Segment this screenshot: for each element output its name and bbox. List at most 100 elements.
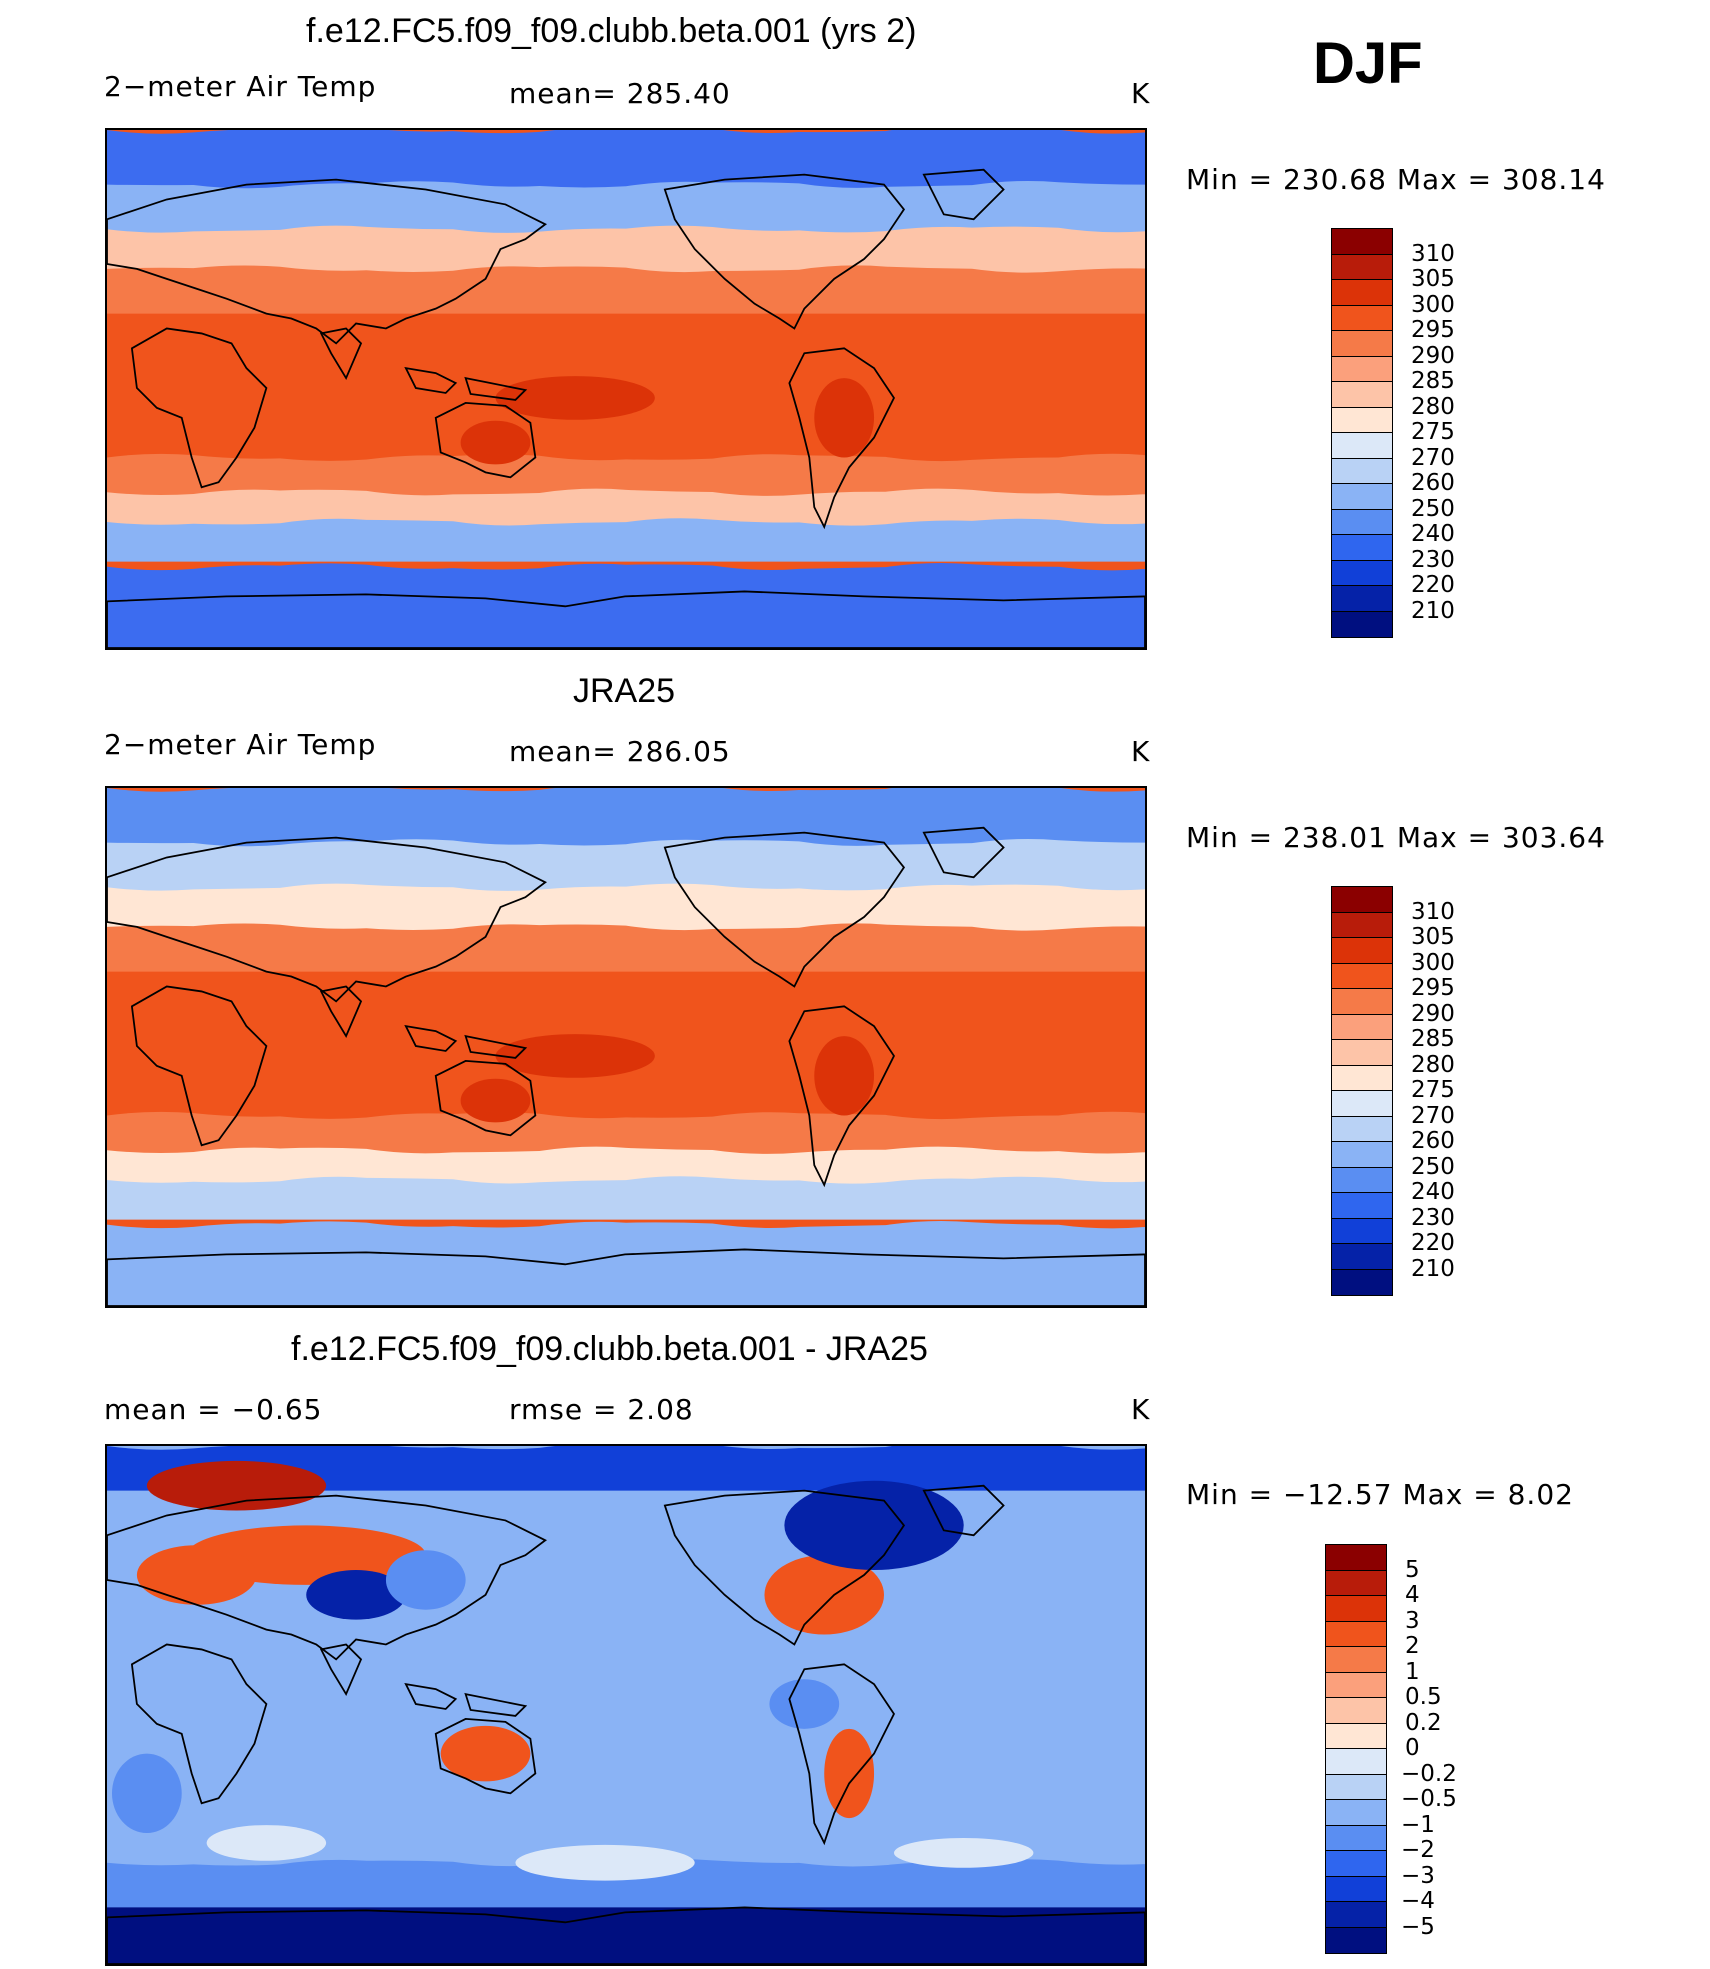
anomaly-region — [893, 1837, 1034, 1868]
coastline — [788, 347, 896, 530]
coastline — [319, 985, 363, 1039]
coastline — [434, 401, 537, 479]
colorbar-swatch — [1331, 911, 1393, 939]
colorbar-swatch — [1325, 1671, 1387, 1699]
colorbar-swatch — [1331, 886, 1393, 913]
colorbar-swatch — [1331, 962, 1393, 990]
colorbar-tick-label: 295 — [1411, 317, 1455, 343]
anomaly-region — [764, 1555, 885, 1635]
colorbar-tick-label: 5 — [1405, 1556, 1420, 1583]
colorbar-tick-label: 280 — [1411, 393, 1455, 420]
coastline — [464, 1034, 528, 1059]
colorbar-tick-label: 250 — [1411, 495, 1455, 522]
colorbar-tick-label: −0.2 — [1401, 1760, 1457, 1787]
southern-midlatitude-band — [107, 1146, 1145, 1185]
antarctic-band — [107, 1898, 1145, 1964]
colorbar-swatch — [1331, 508, 1393, 536]
panel-title: JRA25 — [573, 672, 676, 710]
colorbar-swatch — [1331, 937, 1393, 964]
colorbar-swatch — [1331, 1268, 1393, 1296]
colorbar-swatch — [1331, 330, 1393, 357]
colorbar-swatch — [1331, 1039, 1393, 1066]
coastline — [130, 1643, 268, 1805]
colorbar-swatch — [1331, 1217, 1393, 1245]
coastline — [663, 173, 906, 330]
coastline — [404, 1024, 458, 1052]
subpolar-band — [107, 180, 1145, 235]
colorbar-swatch — [1331, 1115, 1393, 1143]
colorbar-tick-label: 290 — [1411, 342, 1455, 369]
colorbar-tick-label: 295 — [1411, 975, 1455, 1001]
colorbar-tick-label: 220 — [1411, 572, 1455, 598]
rmse-label: rmse = 2.08 — [509, 1393, 694, 1426]
colorbar-tick-label: 270 — [1411, 1102, 1455, 1129]
colorbar-swatch — [1331, 1064, 1393, 1092]
colorbar-swatch — [1331, 585, 1393, 612]
colorbar-swatch — [1331, 457, 1393, 485]
colorbar-swatch — [1325, 1722, 1387, 1750]
coastline — [319, 1643, 363, 1697]
australia-hotspot — [460, 1078, 531, 1123]
southern-subpolar-band — [107, 1176, 1145, 1220]
colorbar-swatch — [1331, 1192, 1393, 1219]
colorbar-swatch — [1325, 1824, 1387, 1852]
colorbar-tick-label: 230 — [1411, 1204, 1455, 1231]
colorbar-swatch — [1331, 253, 1393, 281]
colorbar-swatch — [1325, 1926, 1387, 1954]
units-label: K — [1131, 735, 1151, 768]
colorbar-tick-label: 260 — [1411, 470, 1455, 496]
variable-label: 2−meter Air Temp — [104, 728, 377, 761]
colorbar-swatch — [1331, 1090, 1393, 1117]
panel-title: f.e12.FC5.f09_f09.clubb.beta.001 - JRA25 — [291, 1330, 928, 1368]
minmax-label: Min = 230.68 Max = 308.14 — [1186, 163, 1606, 196]
coastline — [434, 1059, 537, 1137]
coastline — [107, 178, 548, 345]
units-label: K — [1131, 77, 1151, 110]
arctic-band — [107, 788, 1145, 848]
colorbar-swatch — [1325, 1850, 1387, 1877]
coastline — [434, 1717, 537, 1795]
colorbar-tick-label: 0 — [1405, 1735, 1420, 1761]
colorbar-swatch — [1325, 1748, 1387, 1775]
coastline — [464, 376, 528, 401]
coastline — [922, 168, 1005, 221]
southern-subtropical-band — [107, 1111, 1145, 1156]
coastline — [922, 1484, 1005, 1537]
colorbar-swatch — [1325, 1569, 1387, 1597]
variable-label: 2−meter Air Temp — [104, 70, 377, 103]
colorbar-swatch — [1331, 406, 1393, 434]
coastline — [404, 366, 458, 394]
colorbar-swatch — [1325, 1620, 1387, 1648]
colorbar-tick-label: 2 — [1405, 1633, 1420, 1659]
anomaly-region — [440, 1725, 531, 1782]
colorbar-tick-label: 220 — [1411, 1230, 1455, 1256]
colorbar-tick-label: 290 — [1411, 1000, 1455, 1027]
colorbar-swatch — [1331, 988, 1393, 1015]
colorbar-swatch — [1325, 1544, 1387, 1571]
map-svg — [107, 130, 1145, 648]
difference-map — [105, 1444, 1147, 1966]
coastline — [922, 826, 1005, 879]
colorbar-tick-label: −3 — [1401, 1862, 1435, 1889]
colorbar-tick-label: 210 — [1411, 597, 1455, 624]
south-america-hotspot — [814, 378, 875, 458]
colorbar-tick-label: 240 — [1411, 1179, 1455, 1205]
colorbar-tick-label: 3 — [1405, 1607, 1420, 1634]
arctic-band — [107, 1446, 1145, 1491]
colorbar-swatch — [1331, 381, 1393, 408]
colorbar-tick-label: 285 — [1411, 368, 1455, 394]
colorbar-tick-label: 275 — [1411, 419, 1455, 445]
anomaly-region — [306, 1570, 406, 1620]
subpolar-band — [107, 838, 1145, 893]
colorbar-tick-label: 230 — [1411, 546, 1455, 573]
coastline — [107, 590, 1145, 648]
anomaly-region — [111, 1753, 182, 1834]
arctic-band — [107, 130, 1145, 190]
antarctic-band — [107, 1220, 1145, 1306]
colorbar-swatch — [1331, 610, 1393, 638]
colorbar-swatch — [1331, 1243, 1393, 1270]
colorbar-tick-label: 210 — [1411, 1255, 1455, 1282]
mean-label: mean = −0.65 — [104, 1393, 323, 1426]
colorbar-tick-label: 280 — [1411, 1051, 1455, 1078]
colorbar-swatch — [1325, 1799, 1387, 1826]
